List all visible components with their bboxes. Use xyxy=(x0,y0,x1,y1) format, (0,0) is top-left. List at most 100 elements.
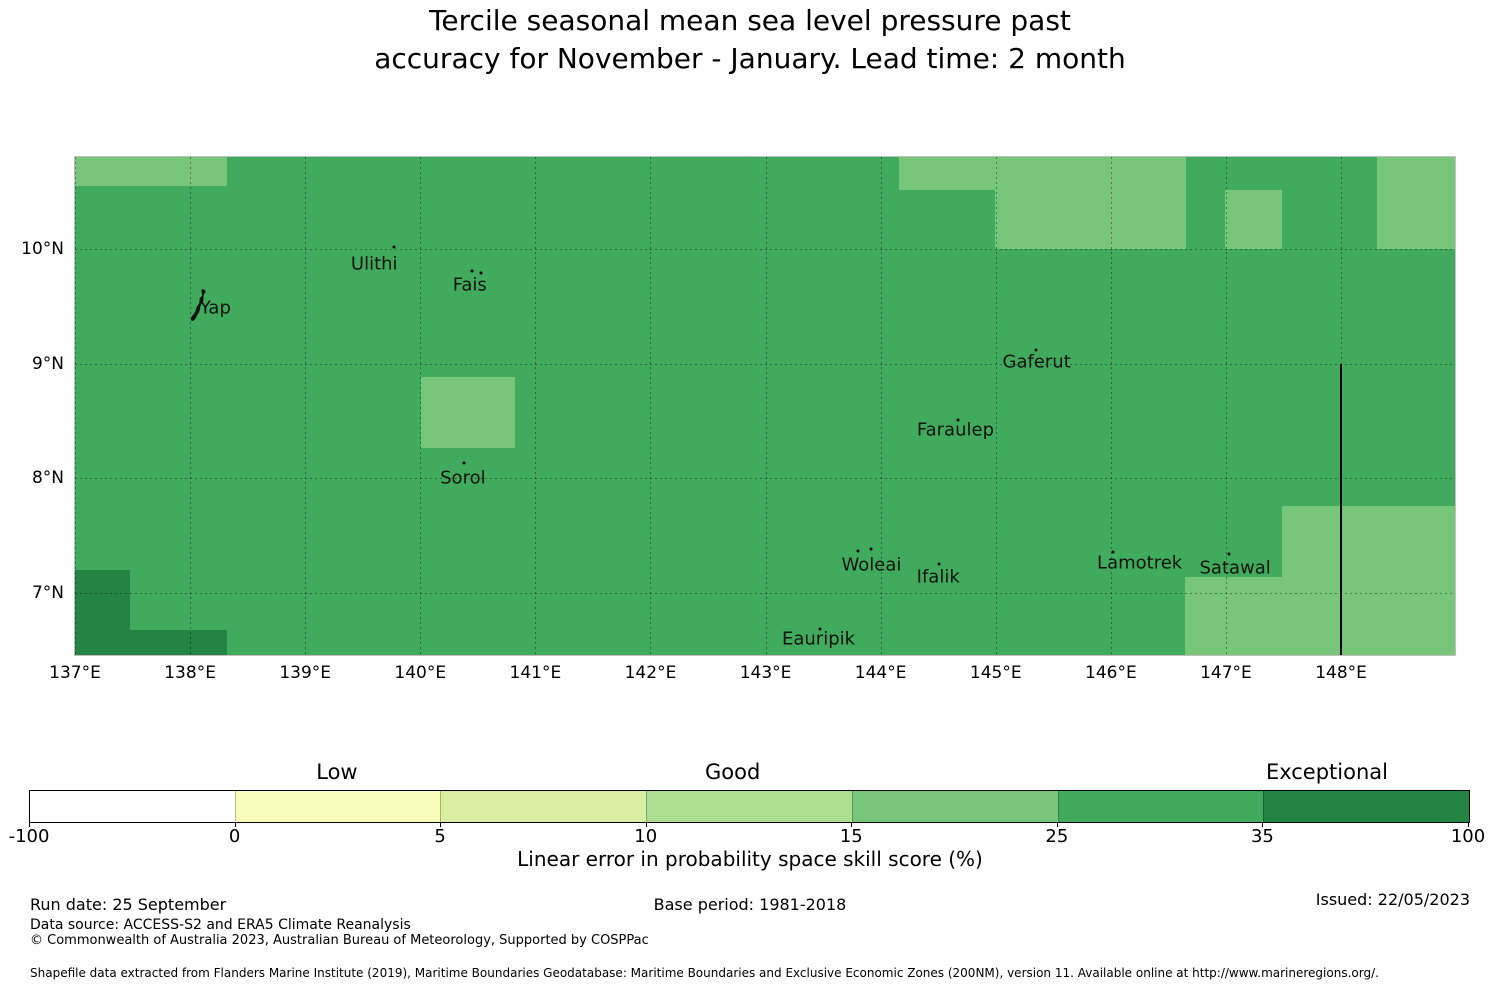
gridline-horizontal xyxy=(75,592,1455,594)
colorbar-tick xyxy=(1468,822,1469,827)
map-cell xyxy=(1184,576,1283,655)
colorbar-tick xyxy=(440,822,442,827)
colorbar-category-good: Good xyxy=(705,760,761,784)
x-tick-label: 144°E xyxy=(854,663,907,683)
island-marker-dot xyxy=(856,549,860,553)
x-tick-label: 142°E xyxy=(624,663,677,683)
island-label-faraulep: Faraulep xyxy=(916,419,995,441)
yap-island-outline xyxy=(188,288,212,326)
colorbar-segment xyxy=(1057,791,1264,822)
island-label-yap: Yap xyxy=(199,297,231,319)
x-tick-label: 141°E xyxy=(509,663,562,683)
island-label-gaferut: Gaferut xyxy=(1002,351,1071,373)
gridline-horizontal xyxy=(75,363,1455,365)
colorbar-tick xyxy=(234,822,236,827)
gridline-vertical xyxy=(420,157,422,655)
island-label-fais: Fais xyxy=(452,274,487,296)
gridline-vertical xyxy=(650,157,652,655)
island-label-lamotrek: Lamotrek xyxy=(1097,552,1183,574)
gridline-vertical xyxy=(190,157,192,655)
colorbar-tick-label: 15 xyxy=(839,826,863,847)
y-tick-label: 10°N xyxy=(21,238,64,259)
map-cell xyxy=(899,157,995,191)
colorbar xyxy=(29,790,1470,823)
run-date-text: Run date: 25 September xyxy=(30,895,227,914)
island-marker-dot xyxy=(470,269,474,273)
island-marker-dot xyxy=(1227,552,1231,556)
x-tick-label: 137°E xyxy=(49,663,101,683)
colorbar-tick-label: 100 xyxy=(1450,826,1486,847)
colorbar-tick-label: 0 xyxy=(228,826,241,847)
colorbar-category-exceptional: Exceptional xyxy=(1265,760,1388,784)
colorbar-segment xyxy=(30,791,235,822)
colorbar-tick xyxy=(1262,822,1264,827)
title-line-1: Tercile seasonal mean sea level pressure… xyxy=(429,4,1071,37)
colorbar-tick xyxy=(645,822,647,827)
island-label-woleai: Woleai xyxy=(841,554,902,576)
copyright-text: © Commonwealth of Australia 2023, Austra… xyxy=(30,933,649,948)
gridline-vertical xyxy=(535,157,537,655)
colorbar-segment xyxy=(440,791,647,822)
x-tick-label: 138°E xyxy=(164,663,216,683)
colorbar-segment xyxy=(1263,791,1470,822)
island-label-satawal: Satawal xyxy=(1199,557,1271,579)
island-marker-dot xyxy=(479,271,483,275)
island-marker-dot xyxy=(1111,550,1115,554)
x-tick-label: 148°E xyxy=(1315,663,1367,683)
title-line-2: accuracy for November - January. Lead ti… xyxy=(374,42,1126,75)
x-tick-label: 147°E xyxy=(1200,663,1252,683)
y-tick-label: 9°N xyxy=(31,353,64,374)
island-label-eauripik: Eauripik xyxy=(781,628,856,650)
island-label-ulithi: Ulithi xyxy=(350,253,398,275)
x-tick-label: 139°E xyxy=(279,663,332,683)
gridline-vertical xyxy=(1110,157,1112,655)
gridline-vertical xyxy=(1225,157,1227,655)
island-marker-dot xyxy=(869,547,873,551)
colorbar-tick-label: 5 xyxy=(434,826,446,847)
gridline-vertical xyxy=(880,157,882,655)
map-cell xyxy=(994,157,1186,249)
gridline-vertical xyxy=(305,157,307,655)
island-marker-dot xyxy=(462,461,466,465)
island-marker-dot xyxy=(818,627,822,630)
data-source-text: Data source: ACCESS-S2 and ERA5 Climate … xyxy=(30,917,411,933)
colorbar-tick-label: 10 xyxy=(634,826,658,847)
map-cell xyxy=(75,570,131,655)
gridline-vertical xyxy=(995,157,997,655)
gridline-vertical xyxy=(765,157,767,655)
island-marker-dot xyxy=(1034,348,1038,352)
issued-date-text: Issued: 22/05/2023 xyxy=(1315,890,1470,909)
shapefile-note-text: Shapefile data extracted from Flanders M… xyxy=(30,966,1379,980)
colorbar-tick-label: 35 xyxy=(1250,826,1274,847)
colorbar-segment xyxy=(851,791,1058,822)
colorbar-segment xyxy=(646,791,852,822)
colorbar-axis-label: Linear error in probability space skill … xyxy=(517,847,983,871)
island-label-ifalik: Ifalik xyxy=(916,566,960,588)
colorbar-tick-label: 25 xyxy=(1045,826,1069,847)
x-tick-label: 145°E xyxy=(969,663,1022,683)
colorbar-category-low: Low xyxy=(316,760,358,784)
y-tick-label: 7°N xyxy=(31,582,64,603)
page-title: Tercile seasonal mean sea level pressure… xyxy=(0,2,1500,78)
skill-score-map: Yap Ulithi Fais Sorol Gaferut Faraulep Woleai I… xyxy=(74,156,1456,656)
island-marker-dot xyxy=(937,562,941,566)
gridline-horizontal xyxy=(75,478,1455,480)
colorbar-tick-label: -100 xyxy=(8,826,50,847)
x-tick-label: 140°E xyxy=(394,663,447,683)
base-period-text: Base period: 1981-2018 xyxy=(653,895,847,914)
gridline-horizontal xyxy=(75,248,1455,250)
map-cell xyxy=(1376,157,1455,249)
y-tick-label: 8°N xyxy=(31,468,64,489)
x-tick-label: 146°E xyxy=(1085,663,1137,683)
island-marker-dot xyxy=(956,418,960,422)
island-label-sorol: Sorol xyxy=(440,467,486,489)
map-cell xyxy=(421,377,515,449)
colorbar-segment xyxy=(234,791,441,822)
colorbar-tick xyxy=(29,822,30,827)
gridline-vertical xyxy=(75,157,76,655)
map-cell xyxy=(1224,190,1283,249)
colorbar-tick xyxy=(1056,822,1058,827)
map-cell xyxy=(75,157,227,186)
colorbar-tick xyxy=(851,822,853,827)
